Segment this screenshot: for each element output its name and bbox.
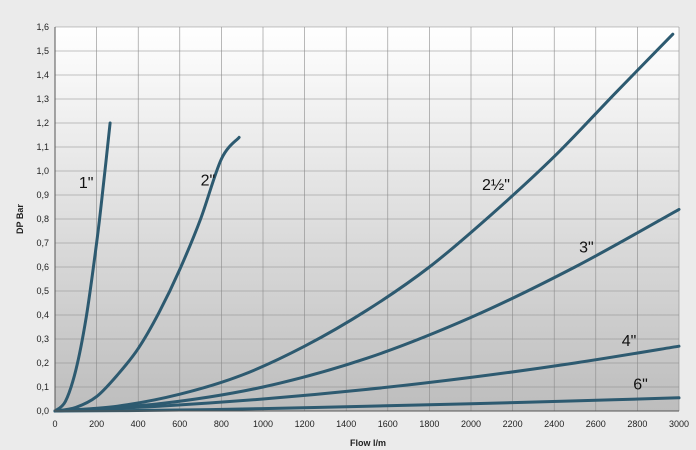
series-line	[53, 135, 241, 413]
x-tick-label: 1000	[253, 419, 273, 429]
series-line	[53, 396, 681, 413]
x-tick-label: 1800	[419, 419, 439, 429]
series-line	[53, 207, 681, 413]
y-tick-label: 0,6	[36, 262, 49, 272]
x-tick-label: 1600	[378, 419, 398, 429]
curve-label: 6"	[633, 376, 648, 393]
y-tick-label: 0,5	[36, 286, 49, 296]
y-tick-label: 0,2	[36, 358, 49, 368]
x-tick-label: 0	[52, 419, 57, 429]
x-tick-label: 2800	[627, 419, 647, 429]
y-tick-label: 0,1	[36, 382, 49, 392]
x-axis-title: Flow l/m	[350, 438, 386, 448]
y-tick-label: 0,8	[36, 214, 49, 224]
curve-labels: 1" 2" 2½" 3" 4" 6"	[79, 172, 648, 393]
y-axis-title: DP Bar	[15, 204, 25, 234]
series-line	[53, 121, 112, 413]
y-tick-label: 0,4	[36, 310, 49, 320]
curve-label: 2½"	[482, 177, 510, 194]
x-tick-label: 2200	[503, 419, 523, 429]
y-axis-ticks: 0,0 0,1 0,2 0,3 0,4 0,5 0,6 0,7 0,8 0,9 1,0 1,1 1,2 1…	[36, 22, 49, 416]
y-tick-label: 1,0	[36, 166, 49, 176]
curve-label: 1"	[79, 175, 94, 192]
y-tick-label: 0,0	[36, 406, 49, 416]
series-line	[53, 344, 681, 413]
y-tick-label: 1,3	[36, 94, 49, 104]
x-tick-label: 200	[89, 419, 104, 429]
y-tick-label: 0,3	[36, 334, 49, 344]
x-tick-label: 400	[131, 419, 146, 429]
y-tick-label: 0,7	[36, 238, 49, 248]
series-line	[53, 32, 675, 413]
y-tick-label: 0,9	[36, 190, 49, 200]
y-tick-label: 1,2	[36, 118, 49, 128]
y-tick-label: 1,5	[36, 46, 49, 56]
series-lines	[53, 32, 681, 413]
curve-label: 4"	[622, 333, 637, 350]
x-tick-label: 2600	[586, 419, 606, 429]
x-tick-label: 1400	[336, 419, 356, 429]
x-tick-label: 800	[214, 419, 229, 429]
x-axis-ticks: 0 200 400 600 800 1000 1200 1400 1600 1800 2000 220…	[52, 419, 689, 429]
x-tick-label: 2000	[461, 419, 481, 429]
x-tick-label: 2400	[544, 419, 564, 429]
x-tick-label: 600	[172, 419, 187, 429]
y-tick-label: 1,4	[36, 70, 49, 80]
curve-label: 2"	[201, 172, 216, 189]
y-tick-label: 1,1	[36, 142, 49, 152]
y-tick-label: 1,6	[36, 22, 49, 32]
curve-label: 3"	[579, 240, 594, 257]
x-tick-label: 1200	[295, 419, 315, 429]
x-tick-label: 3000	[669, 419, 689, 429]
